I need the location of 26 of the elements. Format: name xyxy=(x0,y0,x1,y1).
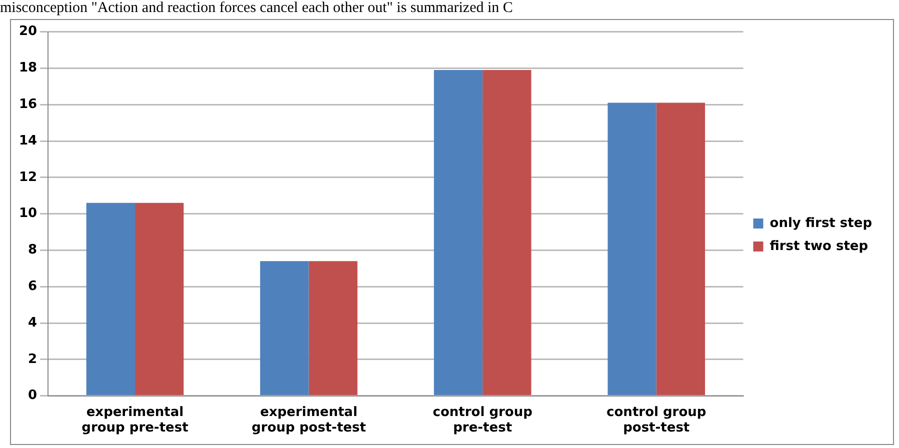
bar xyxy=(434,70,483,396)
y-tick-label: 4 xyxy=(28,315,38,330)
y-tick-label: 6 xyxy=(28,278,38,294)
y-tick-label: 20 xyxy=(18,24,38,40)
bar xyxy=(308,261,358,396)
bar xyxy=(482,70,532,396)
bar xyxy=(608,102,656,396)
y-tick-label: 12 xyxy=(18,170,38,185)
y-tick-label: 14 xyxy=(18,133,38,148)
bar xyxy=(86,202,135,396)
legend-label: first two step xyxy=(770,238,868,254)
bar xyxy=(656,102,706,396)
x-tick-label: experimental group post-test xyxy=(252,404,366,436)
text: misconception "Action and reaction forces cancel each other out" is summarized in C xyxy=(0,0,514,18)
x-tick-label: control group pre-test xyxy=(432,404,532,436)
bar xyxy=(260,261,309,396)
x-tick-label: control group post-test xyxy=(606,404,706,436)
y-tick-label: 10 xyxy=(18,206,38,222)
bar xyxy=(134,202,184,396)
y-tick-label: 16 xyxy=(18,96,38,112)
x-tick-label: experimental group pre-test xyxy=(82,404,188,436)
y-tick-label: 2 xyxy=(28,352,38,367)
legend-label: only first step xyxy=(770,216,872,231)
y-tick-label: 8 xyxy=(28,242,38,258)
y-tick-label: 0 xyxy=(28,388,38,404)
y-tick-label: 18 xyxy=(18,60,38,76)
